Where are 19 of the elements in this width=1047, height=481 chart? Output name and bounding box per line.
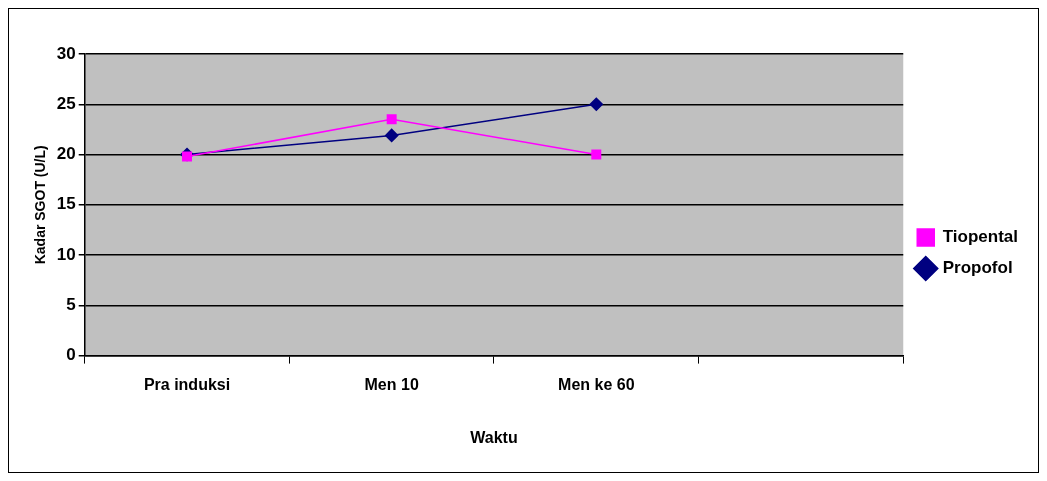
y-tick-label: 15 [56,194,76,214]
y-tick-label: 25 [56,93,76,113]
point [589,97,604,112]
y-tick-label: 20 [56,144,76,164]
point [182,151,193,162]
x-tick-label: Men ke 60 [558,375,635,393]
y-tick-label: 10 [56,244,76,264]
x-axis-title: Waktu [470,428,518,446]
point [591,149,602,160]
y-axis-title: Kadar SGOT (U/L) [32,145,49,265]
point [386,114,397,125]
y-tick-label: 5 [66,295,76,315]
y-tick-label: 0 [66,345,76,365]
y-tick-label: 30 [56,43,76,63]
x-tick-label: Men 10 [364,375,419,393]
legend-label: Tiopental [942,227,1018,247]
point [384,128,399,143]
legend-label: Propofol [942,258,1013,278]
x-tick-label: Pra induksi [143,375,231,393]
